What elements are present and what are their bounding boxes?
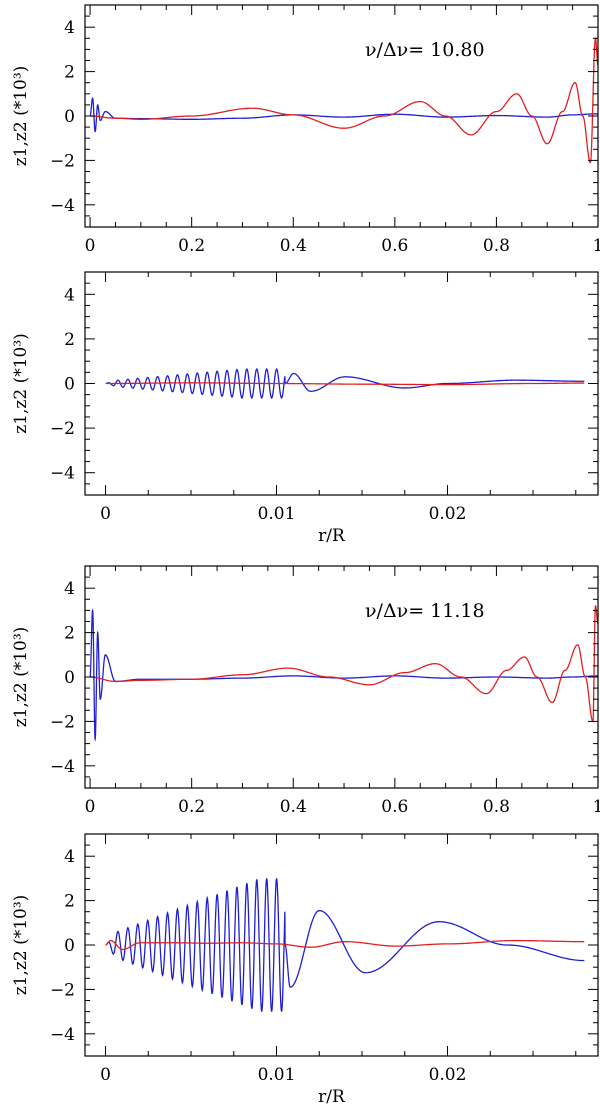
y-tick-label: 2 [64, 63, 75, 83]
series-line-1 [89, 608, 598, 742]
series-line-2 [90, 37, 598, 164]
y-tick-label: 4 [64, 18, 75, 38]
x-tick-label: 0.8 [483, 236, 510, 256]
y-tick-label: −4 [50, 1025, 75, 1045]
series-line-2 [105, 382, 585, 386]
y-tick-label: −4 [50, 757, 75, 777]
y-tick-label: −2 [50, 419, 75, 439]
y-tick-label: 2 [64, 330, 75, 350]
series-line-2 [90, 604, 598, 723]
x-tick-label: 0.6 [381, 236, 408, 256]
x-tick-label: 0.2 [178, 797, 205, 817]
x-tick-label: 1 [593, 236, 600, 256]
series-line-2 [105, 939, 585, 951]
y-tick-label: 2 [64, 892, 75, 912]
y-tick-label: 4 [64, 285, 75, 305]
x-tick-label: 0 [85, 236, 96, 256]
plot-frame [84, 833, 599, 1057]
y-axis-label: z1,z2 (*10³) [11, 627, 31, 728]
chart-panel-2: 0 0.01 0.02 −4 −2 0 2 4 z1,z2 (*10³) r/R [11, 271, 599, 546]
y-axis-label: z1,z2 (*10³) [11, 895, 31, 996]
x-axis-label: r/R [318, 1087, 346, 1107]
frequency-annotation: ν/Δν= 10.80 [365, 39, 485, 61]
y-tick-label: 4 [64, 579, 75, 599]
x-tick-label: 0.02 [429, 1065, 467, 1085]
y-tick-label: −2 [50, 151, 75, 171]
x-tick-label: 0 [100, 1065, 111, 1085]
series-line-1 [89, 97, 598, 133]
x-tick-label: 0.01 [258, 1065, 296, 1085]
y-tick-label: −2 [50, 712, 75, 732]
y-axis-label: z1,z2 (*10³) [11, 333, 31, 434]
x-tick-label: 0.4 [280, 797, 307, 817]
y-tick-label: 4 [64, 847, 75, 867]
chart-panel-1: 0 0.2 0.4 0.6 0.8 1 −4 −2 0 2 4 z1,z2 (*10³) ν/Δν= 1… [11, 4, 600, 256]
y-tick-label: 0 [64, 936, 75, 956]
y-axis-label: z1,z2 (*10³) [11, 66, 31, 167]
x-tick-label: 0.02 [429, 504, 467, 524]
y-tick-label: 2 [64, 624, 75, 644]
x-axis-label: r/R [318, 526, 346, 546]
x-tick-label: 0 [85, 797, 96, 817]
y-tick-label: −4 [50, 196, 75, 216]
x-tick-label: 0.8 [483, 797, 510, 817]
frequency-annotation: ν/Δν= 11.18 [365, 600, 485, 622]
y-tick-label: 0 [64, 107, 75, 127]
y-tick-label: −4 [50, 464, 75, 484]
x-tick-label: 0.2 [178, 236, 205, 256]
x-tick-label: 0 [100, 504, 111, 524]
chart-panel-4: 0 0.01 0.02 −4 −2 0 2 4 z1,z2 (*10³) r/R [11, 833, 599, 1107]
x-tick-label: 0.4 [280, 236, 307, 256]
y-tick-label: 0 [64, 375, 75, 395]
chart-panel-3: 0 0.2 0.4 0.6 0.8 1 −4 −2 0 2 4 z1,z2 (*10³) ν/Δν= 1… [11, 565, 600, 817]
x-tick-label: 0.6 [381, 797, 408, 817]
series-line-1 [105, 878, 585, 1012]
x-tick-label: 0.01 [258, 504, 296, 524]
y-tick-label: 0 [64, 668, 75, 688]
y-tick-label: −2 [50, 980, 75, 1000]
x-tick-label: 1 [593, 797, 600, 817]
